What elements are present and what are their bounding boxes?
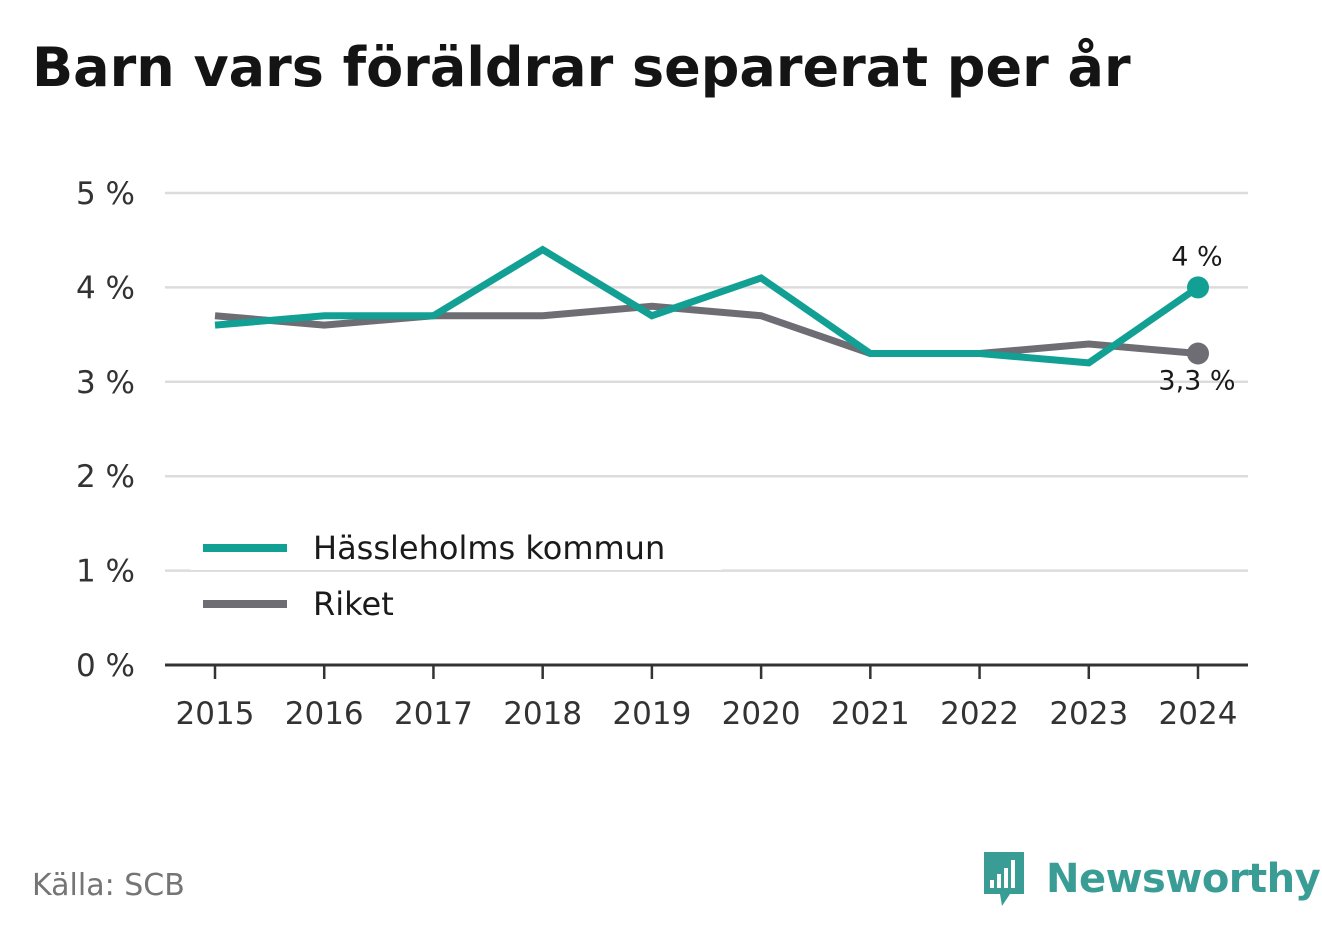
y-tick-label: 0 %: [76, 648, 135, 684]
x-tick-label: 2021: [831, 696, 910, 732]
end-value-label: 4 %: [1171, 241, 1222, 272]
x-tick-label: 2018: [503, 696, 582, 732]
x-tick-label: 2019: [612, 696, 691, 732]
y-tick-label: 4 %: [76, 270, 135, 306]
x-tick-label: 2015: [176, 696, 255, 732]
y-tick-label: 3 %: [76, 365, 135, 401]
y-tick-label: 1 %: [76, 554, 135, 590]
brand-logo: Newsworthy: [980, 848, 1321, 910]
legend: Hässleholms kommun Riket: [190, 522, 722, 623]
legend-label: Hässleholms kommun: [313, 529, 665, 567]
x-tick-label: 2020: [722, 696, 801, 732]
brand-name: Newsworthy: [1046, 856, 1321, 902]
grid-lines: [165, 191, 1248, 572]
source-note: Källa: SCB: [32, 868, 185, 903]
y-tick-label: 2 %: [76, 459, 135, 495]
x-tick-label: 2022: [940, 696, 1019, 732]
newsworthy-logo-icon: [984, 852, 1024, 906]
series-line: [214, 245, 1200, 367]
legend-label: Riket: [313, 585, 394, 623]
x-tick-label: 2017: [394, 696, 473, 732]
end-labels: 4 % 3,3 %: [1158, 241, 1235, 396]
x-tick-label: 2024: [1159, 696, 1238, 732]
x-tick-label: 2023: [1049, 696, 1128, 732]
end-marker: [1187, 276, 1209, 299]
x-tick-label: 2016: [285, 696, 364, 732]
y-tick-label: 5 %: [76, 176, 135, 212]
y-axis-ticks: 0 % 1 % 2 % 3 % 4 % 5 %: [76, 176, 135, 684]
series-line: [214, 302, 1199, 357]
series-lines: [214, 245, 1209, 367]
end-marker: [1187, 342, 1209, 365]
x-axis: 2015 2016 2017 2018 2019 2020 2021 2022 2023 2024: [165, 663, 1248, 732]
end-value-label: 3,3 %: [1158, 365, 1235, 396]
chart-title: Barn vars föräldrar separerat per år: [32, 36, 1131, 99]
